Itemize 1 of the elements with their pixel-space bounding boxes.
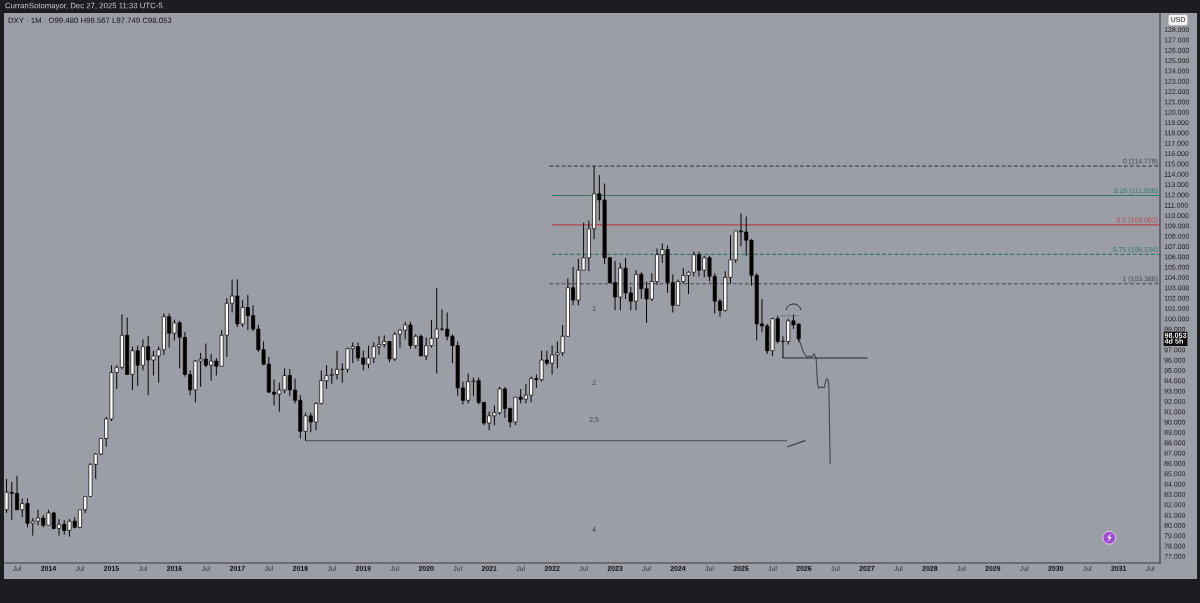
line-series <box>798 337 831 464</box>
